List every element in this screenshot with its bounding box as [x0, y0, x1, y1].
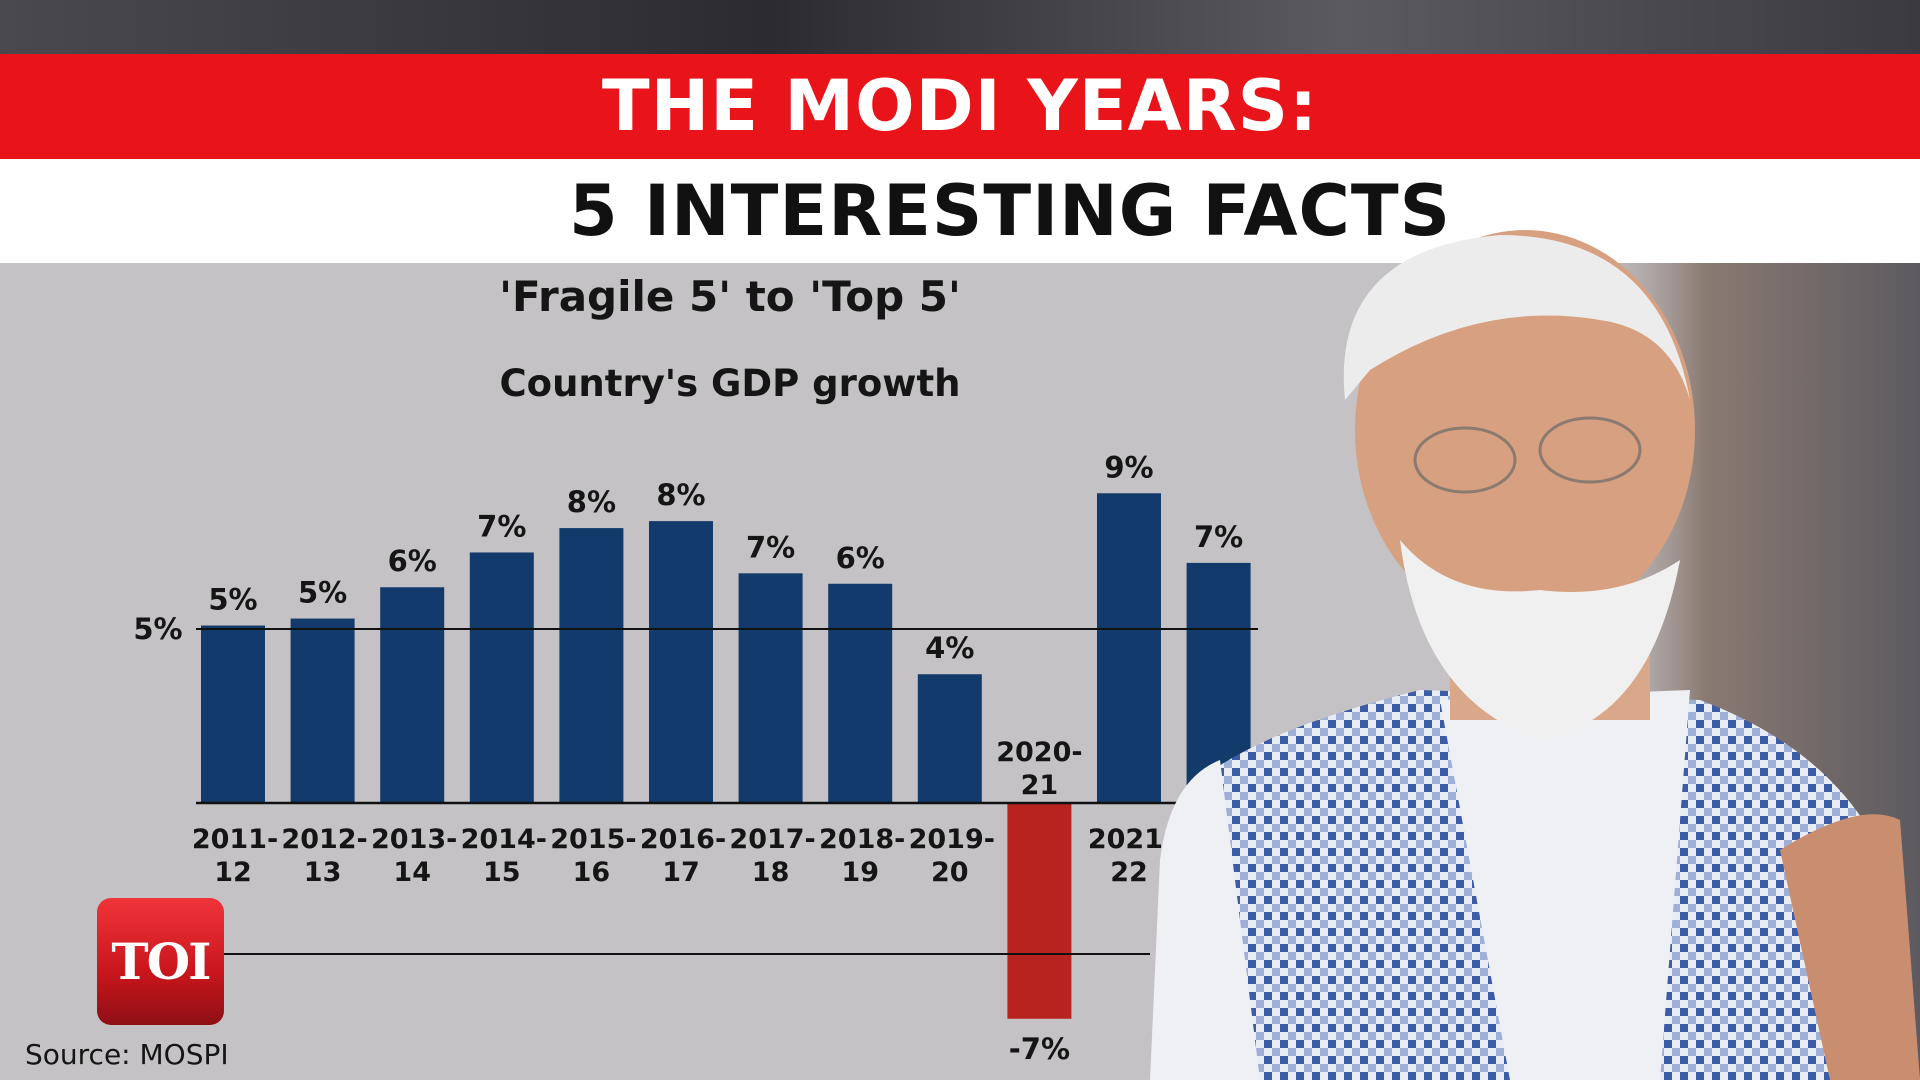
- x-tick-label: 17: [662, 857, 700, 888]
- top-photo-strip: [0, 0, 1920, 54]
- data-label: 6%: [836, 541, 885, 575]
- x-tick-label: 2012-: [281, 824, 367, 855]
- title-banner: THE MODI YEARS:: [0, 54, 1920, 159]
- data-label: 8%: [567, 485, 616, 519]
- bar: [1097, 493, 1161, 803]
- toi-logo: TOI: [97, 898, 224, 1025]
- bar: [380, 587, 445, 803]
- bar: [1007, 803, 1072, 1019]
- data-label: 4%: [925, 631, 974, 665]
- x-tick-label: 18: [752, 857, 790, 888]
- data-label: 9%: [1104, 450, 1153, 484]
- x-tick-label: 2011-: [192, 824, 278, 855]
- data-label: -7%: [1009, 1032, 1070, 1066]
- bar: [738, 573, 803, 803]
- subtitle-banner: 5 INTERESTING FACTS: [0, 159, 1920, 263]
- title: THE MODI YEARS:: [601, 65, 1319, 147]
- x-tick-label: 20: [931, 857, 969, 888]
- chart-title: 'Fragile 5' to 'Top 5': [499, 272, 961, 321]
- x-tick-label: 22: [1110, 857, 1148, 888]
- subtitle: 5 INTERESTING FACTS: [568, 170, 1452, 252]
- chart-subtitle: Country's GDP growth: [499, 362, 961, 405]
- x-tick-label: 13: [304, 857, 342, 888]
- data-label: 7%: [477, 509, 526, 543]
- bar: [290, 618, 355, 803]
- x-tick-label: 2017-: [729, 824, 815, 855]
- data-label: 7%: [1194, 520, 1243, 554]
- data-label: 5%: [298, 576, 347, 610]
- data-label: 8%: [656, 478, 705, 512]
- white-beard: [1400, 540, 1680, 740]
- data-label: 6%: [388, 544, 437, 578]
- x-tick-label: 2019-: [909, 824, 995, 855]
- data-label: 7%: [746, 530, 795, 564]
- x-tick-label: 2014-: [461, 824, 547, 855]
- bar: [917, 674, 982, 803]
- white-kurta: [1440, 690, 1690, 1080]
- bar: [649, 521, 713, 803]
- x-tick-label: 14: [393, 857, 431, 888]
- x-tick-label: 2016-: [640, 824, 726, 855]
- x-tick-label: 2015-: [550, 824, 636, 855]
- bar: [201, 625, 265, 803]
- x-tick-label: 19: [841, 857, 879, 888]
- data-label: 5%: [208, 583, 257, 617]
- bar: [828, 583, 893, 803]
- x-tick-label: 2018-: [819, 824, 905, 855]
- white-hair: [1343, 235, 1690, 400]
- reference-line-label: 5%: [133, 612, 182, 646]
- x-tick-label: 2020-: [996, 737, 1082, 768]
- x-tick-label: 21: [1021, 770, 1059, 801]
- bar: [559, 528, 624, 803]
- x-tick-label: 16: [573, 857, 611, 888]
- source-note: Source: MOSPI: [25, 1038, 229, 1071]
- x-tick-label: 2013-: [371, 824, 457, 855]
- bar: [469, 552, 534, 803]
- hand: [1780, 814, 1920, 1080]
- x-tick-label: 12: [214, 857, 252, 888]
- x-tick-label: 15: [483, 857, 521, 888]
- x-tick-label: 2021-: [1088, 824, 1174, 855]
